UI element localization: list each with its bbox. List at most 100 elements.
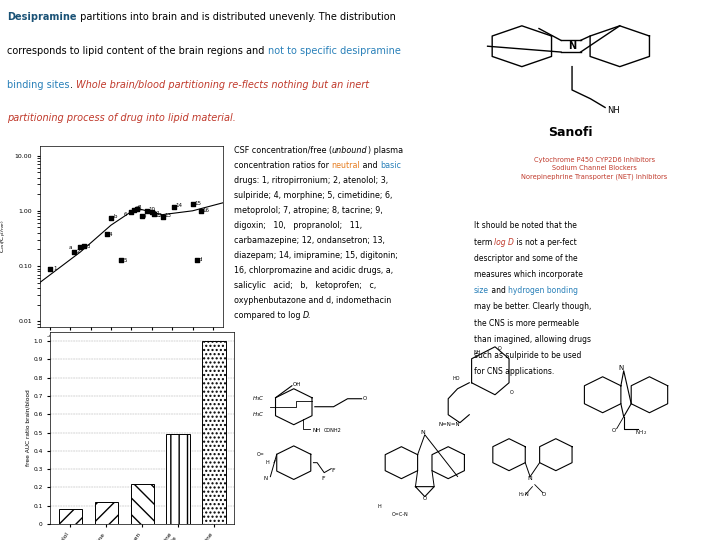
Text: F: F (322, 476, 325, 481)
Point (195, 206, 207, 215)
Text: N: N (420, 430, 425, 435)
Text: concentration ratios for: concentration ratios for (234, 161, 331, 170)
Bar (94, 502, 118, 524)
Text: NH$_2$: NH$_2$ (636, 428, 647, 437)
Text: digoxin;   10,   propranolol;   11,: digoxin; 10, propranolol; 11, (234, 221, 362, 230)
Text: basic: basic (380, 161, 401, 170)
Point (68, 248, 80, 256)
Point (157, 212, 168, 221)
Text: O: O (498, 346, 501, 352)
Text: H: H (266, 460, 269, 465)
Text: Whole brain/blood partitioning re-flects nothing but an inert: Whole brain/blood partitioning re-flects… (76, 79, 369, 90)
Text: 8: 8 (138, 205, 141, 210)
Text: 9: 9 (143, 214, 147, 219)
Text: $H_3C$: $H_3C$ (252, 394, 264, 403)
Text: F: F (331, 468, 335, 473)
Text: It should be noted that the: It should be noted that the (474, 221, 577, 231)
Text: 15: 15 (194, 201, 201, 206)
Text: N: N (264, 476, 267, 481)
Text: size: size (474, 286, 489, 295)
Text: metoprolol; 7, atropine; 8, tacrine; 9,: metoprolol; 7, atropine; 8, tacrine; 9, (234, 206, 383, 215)
Text: not to specific desipramine: not to specific desipramine (268, 46, 400, 56)
Text: 11: 11 (153, 211, 161, 216)
Point (101, 230, 113, 238)
Text: N: N (528, 476, 533, 481)
Text: N=N=N: N=N=N (439, 422, 461, 427)
Text: H$_2$N: H$_2$N (518, 490, 530, 499)
Point (146, 208, 158, 217)
Point (129, 205, 140, 214)
Text: ) plasma: ) plasma (368, 146, 402, 155)
Text: N: N (568, 41, 576, 51)
Text: 5: 5 (123, 258, 127, 263)
Y-axis label: free AUC ratio brain/blood: free AUC ratio brain/blood (26, 389, 31, 467)
Point (78, 242, 90, 251)
Text: for CNS applications.: for CNS applications. (474, 367, 554, 376)
Text: CSF concentration/free (: CSF concentration/free ( (234, 146, 332, 155)
Text: 16, chlorpromazine and acidic drugs, a,: 16, chlorpromazine and acidic drugs, a, (234, 266, 393, 275)
Text: and: and (489, 286, 508, 295)
Text: 12: 12 (156, 213, 162, 218)
Text: and: and (360, 161, 380, 170)
Text: CONH2: CONH2 (324, 428, 342, 433)
Text: 1: 1 (53, 266, 56, 271)
Text: neutral: neutral (331, 161, 360, 170)
Text: sulpiride; 4, morphine; 5, cimetidine; 6,: sulpiride; 4, morphine; 5, cimetidine; 6… (234, 191, 392, 200)
Text: is not a per-fect: is not a per-fect (514, 238, 577, 247)
Text: may be better. Clearly though,: may be better. Clearly though, (474, 302, 591, 312)
Text: 16: 16 (202, 208, 210, 213)
Text: NH: NH (312, 428, 320, 433)
Text: Cytochrome P450 CYP2D6 Inhibitors
Sodium Channel Blockers
Norepinephrine Transpo: Cytochrome P450 CYP2D6 Inhibitors Sodium… (521, 157, 667, 180)
Text: O: O (510, 390, 514, 395)
Text: O: O (542, 492, 546, 497)
Text: Desipramine: Desipramine (7, 12, 77, 22)
Text: NH: NH (608, 106, 621, 115)
Text: $H_3C$: $H_3C$ (252, 410, 264, 419)
Point (191, 255, 202, 264)
Bar (166, 434, 190, 524)
Text: log D: log D (495, 238, 514, 247)
Point (136, 211, 148, 220)
Text: OH: OH (293, 382, 301, 387)
Text: 14: 14 (176, 203, 183, 208)
Text: 13: 13 (164, 213, 171, 218)
Text: Sanofi: Sanofi (549, 126, 593, 139)
Text: carbamazepine; 12, ondansetron; 13,: carbamazepine; 12, ondansetron; 13, (234, 236, 385, 245)
Text: b: b (113, 214, 117, 219)
Text: the CNS is more permeable: the CNS is more permeable (474, 319, 579, 328)
Text: HO: HO (453, 376, 460, 381)
Text: corresponds to lipid content of the brain regions and: corresponds to lipid content of the brai… (7, 46, 268, 56)
Point (168, 203, 180, 212)
Text: such as sulpiride to be used: such as sulpiride to be used (474, 351, 581, 360)
Text: binding sites: binding sites (7, 79, 70, 90)
Text: .: . (70, 79, 76, 90)
Text: D.: D. (303, 311, 312, 320)
Text: a: a (68, 245, 72, 251)
Text: 7: 7 (136, 206, 140, 211)
Text: salicylic   acid;   b,   ketoprofen;   c,: salicylic acid; b, ketoprofen; c, (234, 281, 377, 290)
Point (44, 264, 55, 273)
Text: d: d (199, 257, 202, 262)
Text: oxyphenbutazone and d, indomethacin: oxyphenbutazone and d, indomethacin (234, 296, 391, 305)
Point (131, 204, 143, 213)
Text: diazepam; 14, imipramine; 15, digitonin;: diazepam; 14, imipramine; 15, digitonin; (234, 251, 398, 260)
Text: partitioning process of drug into lipid material.: partitioning process of drug into lipid … (7, 113, 236, 124)
Y-axis label: $C_{csf}/C_{p(free)}$: $C_{csf}/C_{p(free)}$ (0, 219, 9, 253)
Text: O=: O= (256, 452, 264, 457)
Point (141, 206, 153, 215)
Text: O: O (363, 396, 366, 401)
Text: H: H (378, 504, 382, 509)
Text: 6: 6 (123, 212, 127, 217)
Text: than imagined, allowing drugs: than imagined, allowing drugs (474, 335, 590, 344)
Text: 3: 3 (86, 244, 90, 249)
Point (126, 208, 138, 217)
Text: 2: 2 (76, 249, 80, 254)
Point (187, 199, 199, 208)
Text: compared to log: compared to log (234, 311, 303, 320)
Text: 10: 10 (148, 207, 155, 212)
Text: unbound: unbound (332, 146, 368, 155)
Bar (202, 341, 225, 524)
Point (75, 243, 86, 252)
Point (105, 213, 117, 222)
Text: O=C-N: O=C-N (392, 512, 409, 517)
